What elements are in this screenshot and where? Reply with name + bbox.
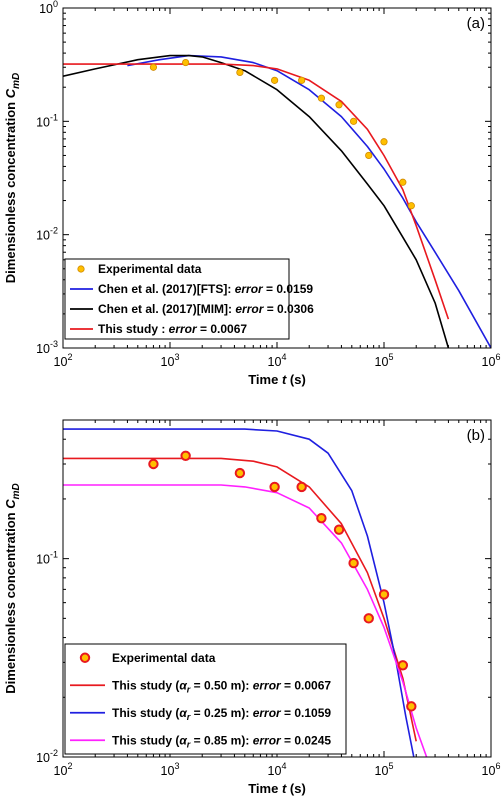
legend-item: This study (αr = 0.85 m): error = 0.0245 [70,733,331,749]
x-tick-label: 104 [268,352,287,369]
data-point [316,512,327,524]
x-tick-label: 105 [375,352,394,369]
x-axis-label: Time t (s) [248,781,306,796]
series-line-2 [63,54,450,348]
data-point [397,660,409,671]
legend-label: This study (αr = 0.25 m): error = 0.1059 [112,706,331,722]
panel-label: (a) [467,15,485,32]
x-tick-label: 106 [482,352,501,369]
data-point [380,138,388,146]
series-line-1 [63,457,417,742]
data-point [148,458,159,470]
data-point [406,701,417,712]
series-group [63,428,428,757]
data-point [365,151,373,160]
data-point [298,76,306,84]
legend: Experimental data This study (αr = 0.50 m… [64,643,347,755]
x-tick-label: 104 [268,761,287,778]
y-tick-label: 10-3 [36,339,58,356]
y-tick-label: 10-1 [36,550,58,567]
legend-label: This study (αr = 0.85 m): error = 0.0245 [112,733,331,749]
legend-item: Chen et al. (2017)[FTS]: error = 0.0159 [70,282,313,296]
data-point [350,117,358,125]
legend-box [64,258,290,340]
chart-panel-b: 102 103 104 105 106 10-2 10-1 Time t (s) Dimensi… [3,419,501,796]
x-tick-label: 102 [54,352,73,369]
plot-frame [62,7,492,349]
legend-label: Experimental data [112,651,216,665]
data-point [335,101,343,109]
data-point [271,76,279,84]
data-point [348,557,359,569]
legend-label: This study (αr = 0.50 m): error = 0.0067 [112,678,331,694]
data-point [363,613,374,624]
y-axis-label: Dimensionless concentration CmD [3,483,22,693]
x-tick-label: 103 [161,761,180,778]
data-point [180,450,191,461]
y-axis-label: Dimensionless concentration CmD [3,73,22,283]
legend-marker [79,652,91,663]
data-point [269,481,280,493]
y-tick-label: 10-1 [36,112,58,129]
y-tick-label: 10-2 [36,226,58,243]
legend: Experimental data Chen et al. (2017)[FTS]… [64,258,314,340]
legend-item: Experimental data [77,262,202,276]
series-line-3 [63,484,428,757]
plot-frame [62,419,492,758]
legend-item: This study (αr = 0.25 m): error = 0.1059 [70,706,331,722]
x-tick-label: 105 [375,761,394,778]
data-point [399,178,407,186]
data-point [333,524,345,535]
legend-item: Experimental data [79,651,216,665]
chart-panel-a: 102 103 104 105 106 10-3 10-2 10-1 100 Time t (s)… [3,0,500,387]
data-point [407,202,415,210]
y-tick-label: 10-2 [36,748,58,765]
data-point [182,58,190,67]
series-group [63,54,491,348]
legend-item: This study (αr = 0.50 m): error = 0.0067 [70,678,331,694]
data-point [234,467,246,479]
legend-box [64,643,347,755]
data-point [378,589,390,600]
data-point [236,68,244,77]
series-line-2 [63,428,415,757]
legend-item: This study : error = 0.0067 [70,322,247,336]
legend-label: This study : error = 0.0067 [98,322,247,336]
legend-label: Experimental data [98,262,202,276]
legend-marker [77,265,85,273]
data-point [149,63,158,71]
panel-label: (b) [467,427,485,444]
y-tick-label: 100 [39,0,58,16]
x-tick-label: 102 [54,761,73,778]
x-axis-label: Time t (s) [248,372,306,387]
series-line-3 [63,63,450,320]
legend-item: Chen et al. (2017)[MIM]: error = 0.0306 [70,302,314,316]
data-point [317,94,326,102]
legend-label: Chen et al. (2017)[FTS]: error = 0.0159 [98,282,313,296]
x-tick-label: 106 [482,761,501,778]
legend-label: Chen et al. (2017)[MIM]: error = 0.0306 [98,302,314,316]
data-point [296,481,307,493]
x-tick-label: 103 [161,352,180,369]
